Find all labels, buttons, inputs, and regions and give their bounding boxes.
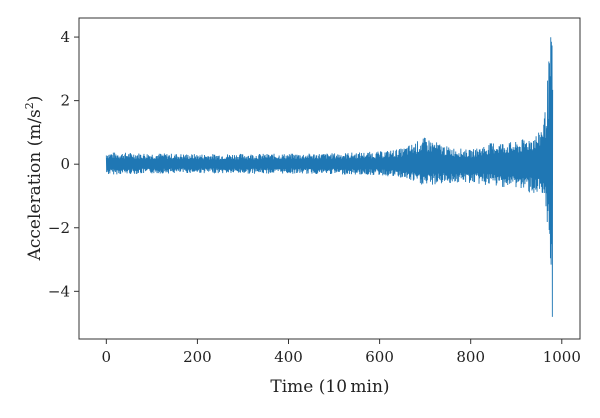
y-axis-label: Acceleration (m/s2) — [23, 96, 45, 262]
y-tick-label: −2 — [48, 219, 70, 237]
y-tick-label: 2 — [60, 92, 70, 110]
x-tick-label: 600 — [365, 348, 394, 366]
x-tick-label: 200 — [183, 348, 212, 366]
x-axis-label: Time (10 min) — [270, 377, 389, 397]
x-tick-label: 400 — [274, 348, 303, 366]
y-axis-label-superscript: 2 — [23, 102, 36, 109]
plot-frame — [78, 17, 581, 340]
y-tick-label: 4 — [60, 28, 70, 46]
y-tick-label: −4 — [48, 282, 70, 300]
plot-area — [105, 37, 554, 317]
y-axis-label-close: ) — [25, 96, 45, 103]
y-axis-ticks: 4 2 0 −2 −4 — [48, 28, 79, 300]
acceleration-series-line — [105, 37, 554, 317]
x-axis-ticks: 0 200 400 600 800 1000 — [102, 339, 581, 366]
x-tick-label: 0 — [102, 348, 112, 366]
x-tick-label: 800 — [456, 348, 485, 366]
y-tick-label: 0 — [60, 155, 70, 173]
y-axis-label-main: Acceleration (m/s — [25, 109, 45, 261]
x-tick-label: 1000 — [543, 348, 581, 366]
